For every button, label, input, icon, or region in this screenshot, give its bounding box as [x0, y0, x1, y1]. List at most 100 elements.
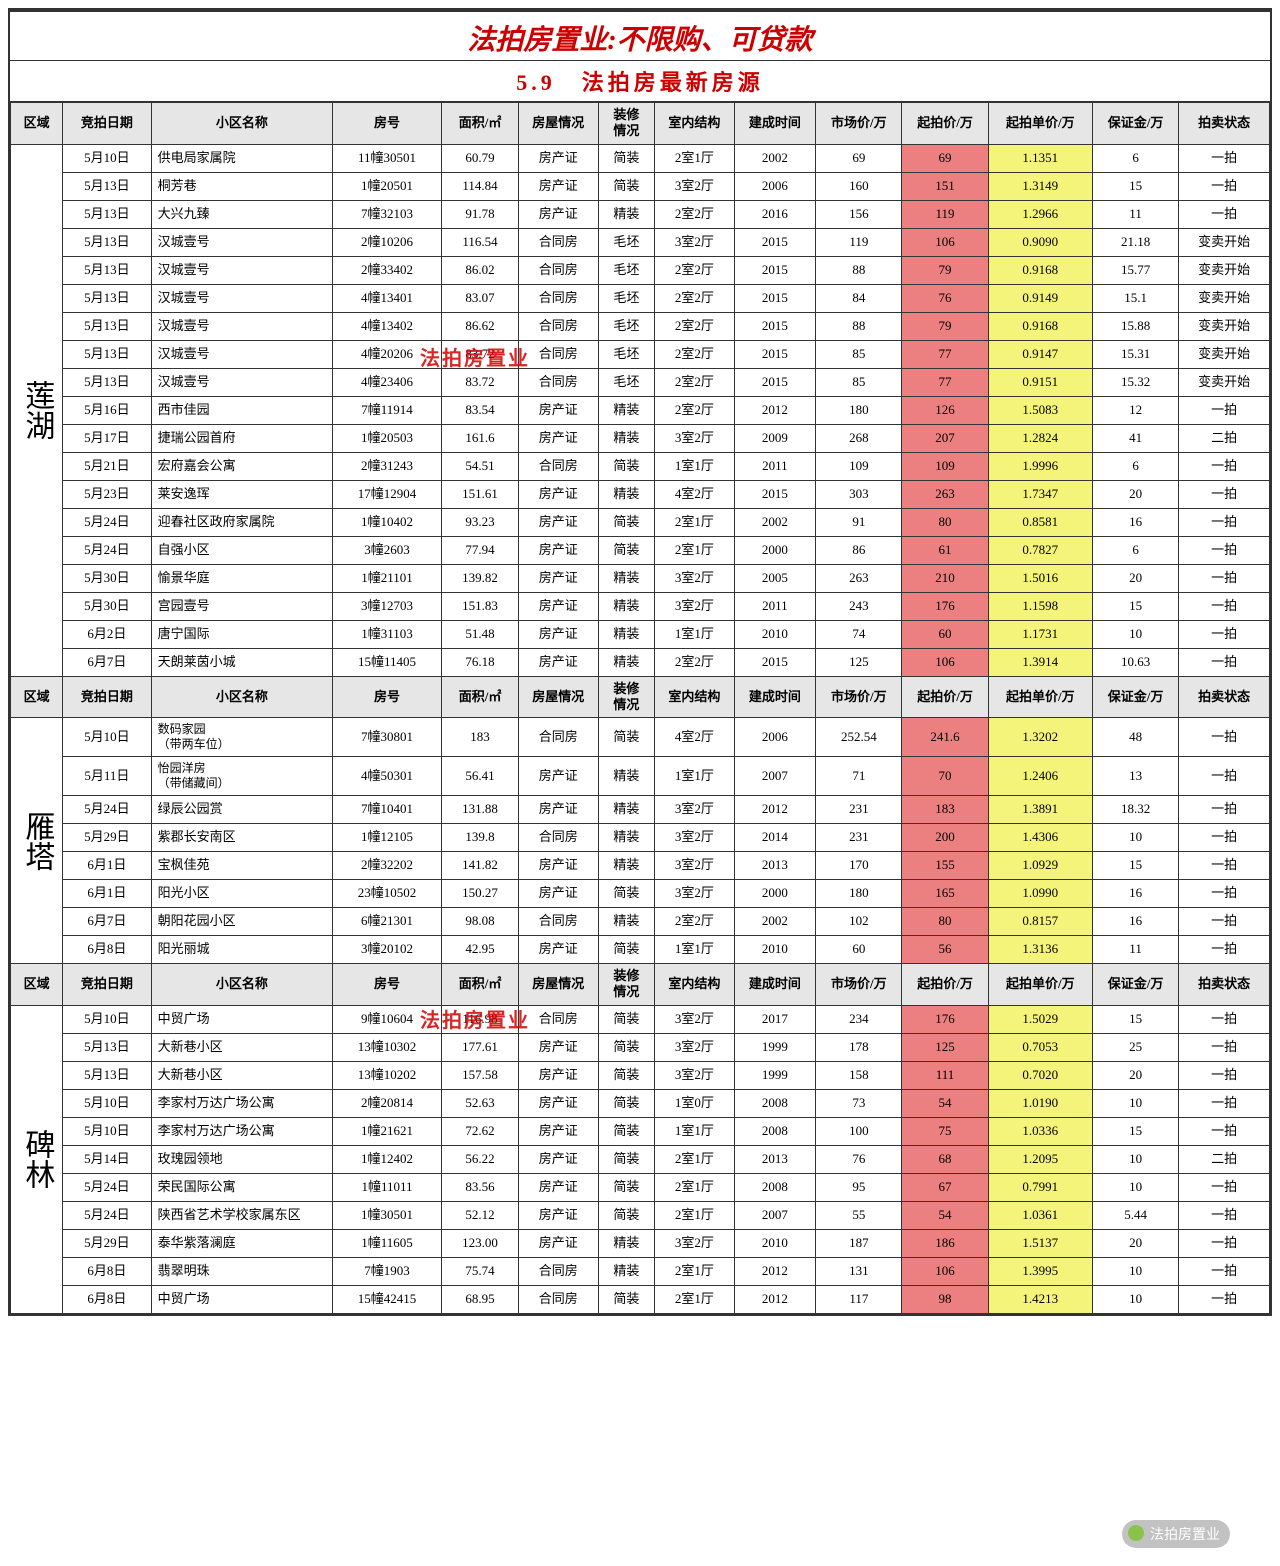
cell: 2015	[734, 228, 816, 256]
cell: 房产证	[519, 880, 598, 908]
cell: 5月11日	[63, 757, 151, 796]
cell: 2室1厅	[655, 536, 734, 564]
cell: 86	[816, 536, 902, 564]
cell: 精装	[598, 648, 655, 676]
cell: 1幢21101	[333, 564, 442, 592]
cell: 0.9149	[988, 284, 1092, 312]
cell: 1.4306	[988, 824, 1092, 852]
cell: 1999	[734, 1033, 816, 1061]
source-badge: 法拍房置业	[1122, 1520, 1230, 1548]
cell: 7幢32103	[333, 200, 442, 228]
col-header: 起拍单价/万	[988, 676, 1092, 718]
cell: 2006	[734, 172, 816, 200]
col-header: 竞拍日期	[63, 964, 151, 1006]
col-header: 房屋情况	[519, 103, 598, 145]
cell: 83.07	[441, 284, 518, 312]
cell: 2室1厅	[655, 1257, 734, 1285]
cell: 简装	[598, 880, 655, 908]
cell: 7幢1903	[333, 1257, 442, 1285]
cell: 一拍	[1179, 1173, 1270, 1201]
cell: 桐芳巷	[151, 172, 332, 200]
cell: 房产证	[519, 1173, 598, 1201]
cell: 合同房	[519, 1285, 598, 1313]
col-header: 起拍价/万	[902, 676, 988, 718]
cell: 房产证	[519, 172, 598, 200]
cell: 6月1日	[63, 852, 151, 880]
cell: 2室1厅	[655, 1145, 734, 1173]
cell: 变卖开始	[1179, 340, 1270, 368]
cell: 毛坯	[598, 368, 655, 396]
cell: 3室2厅	[655, 1229, 734, 1257]
cell: 1.2824	[988, 424, 1092, 452]
cell: 15	[1092, 852, 1178, 880]
table-row: 6月1日宝枫佳苑2幢32202141.82房产证精装3室2厅2013170155…	[11, 852, 1270, 880]
cell: 1幢12105	[333, 824, 442, 852]
table-row: 5月13日汉城壹号2幢10206116.54合同房毛坯3室2厅201511910…	[11, 228, 1270, 256]
cell: 56.22	[441, 1145, 518, 1173]
cell: 合同房	[519, 340, 598, 368]
cell: 10.63	[1092, 648, 1178, 676]
cell: 165	[902, 880, 988, 908]
cell: 1室1厅	[655, 936, 734, 964]
cell: 161.6	[441, 424, 518, 452]
cell: 3室2厅	[655, 1033, 734, 1061]
cell: 79	[902, 256, 988, 284]
cell: 1幢11011	[333, 1173, 442, 1201]
cell: 3室2厅	[655, 228, 734, 256]
cell: 一拍	[1179, 452, 1270, 480]
cell: 7幢10401	[333, 796, 442, 824]
cell: 毛坯	[598, 340, 655, 368]
cell: 2室2厅	[655, 396, 734, 424]
cell: 合同房	[519, 718, 598, 757]
table-row: 5月29日泰华紫落澜庭1幢11605123.00房产证精装3室2厅2010187…	[11, 1229, 1270, 1257]
cell: 61	[902, 536, 988, 564]
cell: 1.1731	[988, 620, 1092, 648]
cell: 100	[816, 1117, 902, 1145]
cell: 12	[1092, 396, 1178, 424]
cell: 精装	[598, 200, 655, 228]
cell: 180	[816, 880, 902, 908]
cell: 6	[1092, 452, 1178, 480]
cell: 合同房	[519, 1257, 598, 1285]
col-header: 房屋情况	[519, 964, 598, 1006]
table-row: 5月23日莱安逸珲17幢12904151.61房产证精装4室2厅20153032…	[11, 480, 1270, 508]
cell: 汉城壹号	[151, 312, 332, 340]
cell: 房产证	[519, 1089, 598, 1117]
table-row: 5月17日捷瑞公园首府1幢20503161.6房产证精装3室2厅20092682…	[11, 424, 1270, 452]
cell: 房产证	[519, 536, 598, 564]
table-row: 5月16日西市佳园7幢1191483.54房产证精装2室2厅2012180126…	[11, 396, 1270, 424]
cell: 106	[902, 228, 988, 256]
cell: 1.0190	[988, 1089, 1092, 1117]
col-header: 建成时间	[734, 964, 816, 1006]
cell: 60	[902, 620, 988, 648]
cell: 房产证	[519, 200, 598, 228]
cell: 54	[902, 1089, 988, 1117]
cell: 52.63	[441, 1089, 518, 1117]
cell: 10	[1092, 1285, 1178, 1313]
cell: 1幢20503	[333, 424, 442, 452]
cell: 2室2厅	[655, 256, 734, 284]
cell: 房产证	[519, 396, 598, 424]
cell: 一拍	[1179, 880, 1270, 908]
cell: 5月24日	[63, 1201, 151, 1229]
cell: 180	[816, 396, 902, 424]
cell: 2室2厅	[655, 284, 734, 312]
col-header: 装修情况	[598, 676, 655, 718]
cell: 4室2厅	[655, 718, 734, 757]
cell: 2幢33402	[333, 256, 442, 284]
table-row: 5月10日李家村万达广场公寓2幢2081452.63房产证简装1室0厅20087…	[11, 1089, 1270, 1117]
cell: 1幢20501	[333, 172, 442, 200]
cell: 18.32	[1092, 796, 1178, 824]
cell: 2011	[734, 452, 816, 480]
cell: 10	[1092, 824, 1178, 852]
cell: 15幢42415	[333, 1285, 442, 1313]
cell: 11	[1092, 936, 1178, 964]
cell: 86.62	[441, 312, 518, 340]
cell: 157.58	[441, 1061, 518, 1089]
cell: 合同房	[519, 256, 598, 284]
table-row: 5月13日汉城壹号4幢2340683.72合同房毛坯2室2厅201585770.…	[11, 368, 1270, 396]
table-row: 6月8日阳光丽城3幢2010242.95房产证简装1室1厅201060561.3…	[11, 936, 1270, 964]
cell: 80	[902, 508, 988, 536]
cell: 7幢11914	[333, 396, 442, 424]
cell: 合同房	[519, 312, 598, 340]
